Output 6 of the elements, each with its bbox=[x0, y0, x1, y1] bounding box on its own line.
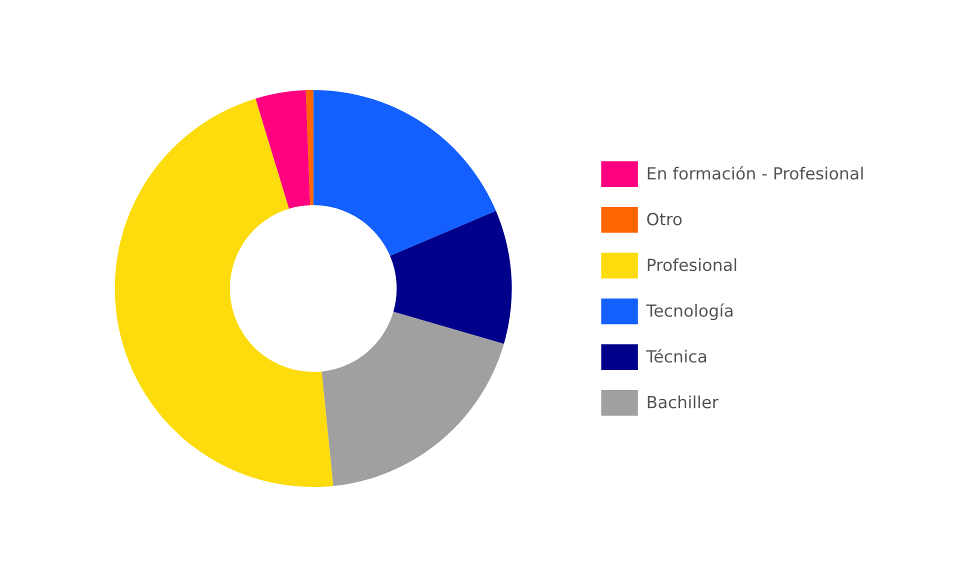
legend-label: En formación - Profesional bbox=[648, 166, 863, 180]
legend-label: Bachiller bbox=[648, 396, 719, 408]
legend-label: Tecnología bbox=[646, 303, 732, 320]
legend-label: Otro bbox=[647, 212, 682, 226]
legend-label: Profesional bbox=[648, 258, 736, 272]
legend-label: Técnica bbox=[646, 349, 706, 363]
